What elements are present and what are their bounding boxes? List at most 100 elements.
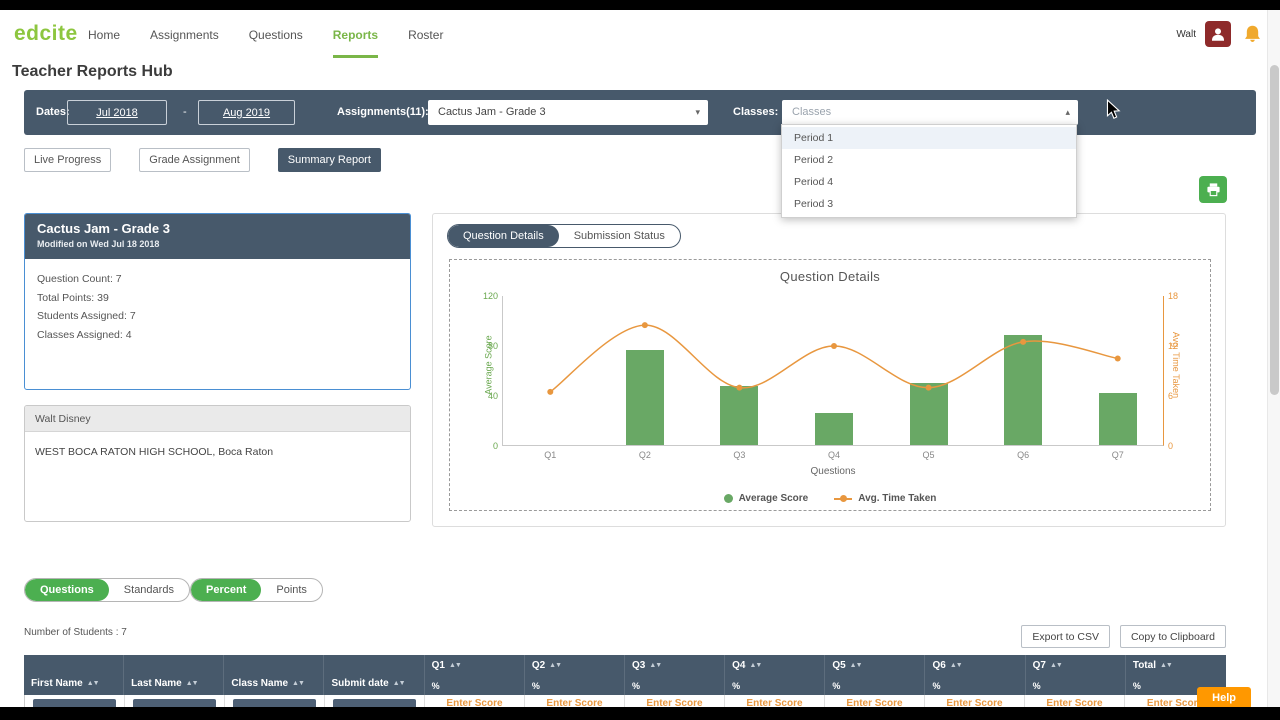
page-scrollbar[interactable] <box>1267 10 1280 707</box>
top-nav-bar: edcite Home Assignments Questions Reports Ro… <box>0 10 1280 58</box>
students-count: Number of Students : 7 <box>24 627 127 638</box>
column-label: Q1 <box>431 660 445 671</box>
enter-score-link[interactable]: Enter Score <box>846 698 903 709</box>
nav-item-roster[interactable]: Roster <box>408 28 444 42</box>
column-label: Total <box>1132 660 1156 671</box>
assignments-select[interactable]: Cactus Jam - Grade 3 ▾ <box>428 100 708 125</box>
classes-option-period-3[interactable]: Period 3 <box>794 198 834 210</box>
x-tick-q1: Q1 <box>544 450 557 460</box>
copy-clipboard-button[interactable]: Copy to Clipboard <box>1119 625 1226 648</box>
toggle-question-details[interactable]: Question Details <box>448 225 559 247</box>
tab-grade-assignment[interactable]: Grade Assignment <box>139 148 250 172</box>
sort-icon[interactable]: ▲▼ <box>449 662 462 669</box>
sort-icon[interactable]: ▲▼ <box>949 662 963 669</box>
right-axis-tick: 18 <box>1168 291 1179 301</box>
column-header-q4[interactable]: Q4 ▲▼% <box>725 655 826 695</box>
help-button[interactable]: Help <box>1197 687 1251 709</box>
user-avatar[interactable] <box>1205 21 1231 47</box>
tab-summary-report[interactable]: Summary Report <box>277 148 381 172</box>
column-header-class-name[interactable]: Class Name ▲▼ <box>224 655 325 695</box>
report-chart-card: Question Details Submission Status Questi… <box>432 213 1226 527</box>
column-unit-label: % <box>631 681 640 691</box>
column-header-submit-date[interactable]: Submit date ▲▼ <box>324 655 425 695</box>
assignment-card-body: Question Count: 7 Total Points: 39 Stude… <box>25 259 410 355</box>
sort-icon[interactable]: ▲▼ <box>749 662 763 669</box>
sort-icon[interactable]: ▲▼ <box>392 680 406 687</box>
toggle-submission-status[interactable]: Submission Status <box>573 230 665 242</box>
top-right-area: Walt <box>1176 10 1264 58</box>
column-label: Q4 <box>732 660 746 671</box>
column-header-q1[interactable]: Q1 ▲▼% <box>425 655 525 695</box>
enter-score-link[interactable]: Enter Score <box>1146 698 1204 709</box>
print-button[interactable] <box>1199 176 1227 203</box>
sort-icon[interactable]: ▲▼ <box>1050 662 1063 669</box>
column-label: Q6 <box>932 660 946 671</box>
tab-live-progress[interactable]: Live Progress <box>24 148 112 172</box>
sort-icon[interactable]: ▲▼ <box>292 680 305 687</box>
column-label: Last Name <box>131 678 182 689</box>
column-header-q3[interactable]: Q3 ▲▼% <box>625 655 726 695</box>
export-actions: Export to CSV Copy to Clipboard <box>1021 625 1226 648</box>
column-header-q7[interactable]: Q7 ▲▼% <box>1026 655 1126 695</box>
sort-icon[interactable]: ▲▼ <box>849 662 863 669</box>
enter-score-link[interactable]: Enter Score <box>546 698 603 709</box>
sort-icon[interactable]: ▲▼ <box>649 662 662 669</box>
date-to-button[interactable]: Aug 2019 <box>198 100 295 125</box>
enter-score-link[interactable]: Enter Score <box>646 698 703 709</box>
sort-icon[interactable]: ▲▼ <box>86 680 100 687</box>
legend-average-score: Average Score <box>723 493 808 504</box>
letterbox-top <box>0 0 1280 10</box>
export-csv-button[interactable]: Export to CSV <box>1021 625 1110 648</box>
bar-q7 <box>1098 392 1137 445</box>
toggle-percent[interactable]: Percent <box>191 579 262 601</box>
school-name: WEST BOCA RATON HIGH SCHOOL, Boca Raton <box>35 446 274 458</box>
date-from-button[interactable]: Jul 2018 <box>67 100 167 125</box>
column-header-last-name[interactable]: Last Name ▲▼ <box>124 655 225 695</box>
x-axis-title: Questions <box>810 466 856 477</box>
table-header-row: First Name ▲▼ Last Name ▲▼ Class Name ▲▼ Submi… <box>24 655 1226 695</box>
nav-item-assignments[interactable]: Assignments <box>150 28 219 42</box>
assignments-label: Assignments(11): <box>337 106 429 118</box>
notifications-bell-icon[interactable] <box>1240 22 1264 46</box>
column-header-q6[interactable]: Q6 ▲▼% <box>925 655 1026 695</box>
toggle-questions[interactable]: Questions <box>25 579 109 601</box>
nav-item-reports[interactable]: Reports <box>333 10 378 58</box>
classes-select[interactable]: Classes ▴ Period 1 Period 2 Period 4 Period… <box>781 100 1078 218</box>
column-header-q5[interactable]: Q5 ▲▼% <box>825 655 926 695</box>
left-axis-tick: 120 <box>482 291 498 301</box>
bar-q3 <box>720 386 759 445</box>
legend-label: Avg. Time Taken <box>858 493 937 504</box>
column-header-first-name[interactable]: First Name ▲▼ <box>24 655 125 695</box>
column-label: Submit date <box>331 678 389 689</box>
enter-score-link[interactable]: Enter Score <box>446 698 503 709</box>
classes-option-period-2[interactable]: Period 2 <box>794 154 834 166</box>
column-unit-label: % <box>1132 681 1141 691</box>
nav-item-home[interactable]: Home <box>88 28 121 42</box>
column-label: Class Name <box>231 678 289 689</box>
classes-label: Classes: <box>733 106 779 118</box>
teacher-card: Walt Disney WEST BOCA RATON HIGH SCHOOL,… <box>24 405 411 522</box>
assignment-title: Cactus Jam - Grade 3 <box>37 221 170 236</box>
toggle-standards[interactable]: Standards <box>123 584 174 596</box>
enter-score-link[interactable]: Enter Score <box>946 698 1003 709</box>
sort-icon[interactable]: ▲▼ <box>549 662 562 669</box>
sort-icon[interactable]: ▲▼ <box>1159 662 1173 669</box>
classes-dropdown: Period 1 Period 2 Period 4 Period 3 <box>781 124 1077 218</box>
x-tick-q3: Q3 <box>733 450 746 460</box>
column-header-total[interactable]: Total ▲▼% <box>1126 655 1226 695</box>
right-axis-tick: 6 <box>1168 391 1174 401</box>
enter-score-link[interactable]: Enter Score <box>746 698 803 709</box>
toggle-points[interactable]: Points <box>276 584 307 596</box>
main-nav: Home Assignments Questions Reports Roster <box>88 10 443 58</box>
classes-option-period-1[interactable]: Period 1 <box>782 127 1076 149</box>
edcite-logo[interactable]: edcite <box>14 22 78 45</box>
column-header-q2[interactable]: Q2 ▲▼% <box>525 655 625 695</box>
orange-line-marker-icon <box>834 495 853 502</box>
scrollbar-thumb[interactable] <box>1270 65 1279 395</box>
user-name: Walt <box>1176 28 1196 40</box>
nav-item-questions[interactable]: Questions <box>248 28 303 42</box>
classes-option-period-4[interactable]: Period 4 <box>794 176 834 188</box>
sort-icon[interactable]: ▲▼ <box>185 680 199 687</box>
green-dot-icon <box>723 494 733 503</box>
enter-score-link[interactable]: Enter Score <box>1046 698 1103 709</box>
